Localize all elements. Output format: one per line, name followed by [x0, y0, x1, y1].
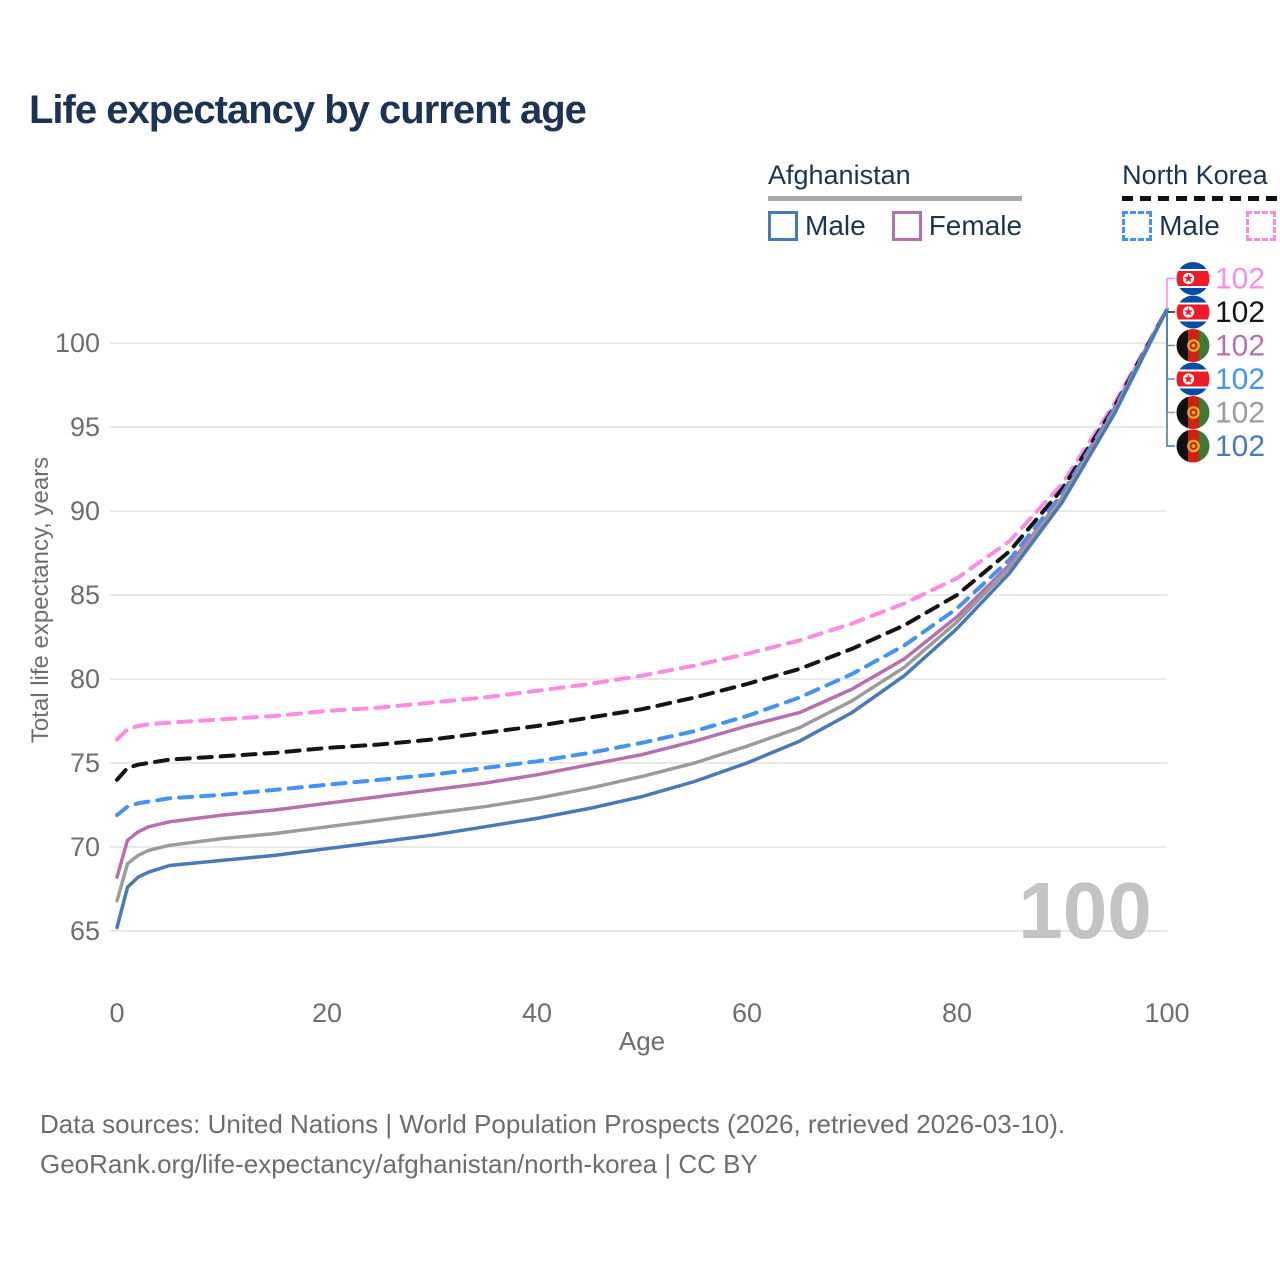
- afghanistan-male-swatch[interactable]: [768, 211, 798, 241]
- x-axis-title: Age: [619, 1026, 665, 1056]
- series-line-afghanistan-female: [115, 307, 1169, 879]
- y-tick-85: 85: [70, 580, 100, 610]
- y-tick-100: 100: [55, 328, 100, 358]
- legend-group-north-korea: North Korea Male Female: [1122, 160, 1280, 242]
- legend-group-afghanistan: Afghanistan Male Female: [768, 160, 1023, 242]
- y-axis-title: Total life expectancy, years: [27, 457, 54, 743]
- attribution-text: GeoRank.org/life-expectancy/afghanistan/…: [40, 1149, 758, 1179]
- legend-item-north-korea-male[interactable]: Male: [1122, 210, 1220, 242]
- legend-item-label: Female: [928, 210, 1023, 241]
- gridlines: [110, 342, 1167, 932]
- end-value-north-korea-male: 102: [1215, 363, 1265, 396]
- north-korea-female-swatch[interactable]: [1245, 211, 1276, 241]
- afghanistan-flag-icon: [1176, 329, 1210, 362]
- end-value-afghanistan-both-sexes: 102: [1215, 397, 1265, 430]
- x-tick-60: 60: [732, 998, 762, 1028]
- end-value-afghanistan-male: 102: [1215, 430, 1265, 463]
- end-value-afghanistan-female: 102: [1215, 330, 1265, 363]
- end-connector-north-korea-female: [1166, 277, 1175, 310]
- y-tick-65: 65: [70, 916, 100, 946]
- north-korea-flag-icon: [1176, 262, 1210, 295]
- footer: Data sources: United Nations | World Pop…: [40, 1104, 1065, 1184]
- legend-country-afghanistan: Afghanistan: [768, 160, 911, 190]
- page-title: Life expectancy by current age: [29, 88, 587, 132]
- end-connector-afghanistan-both-sexes: [1166, 309, 1175, 414]
- series-line-north-korea-female: [115, 307, 1169, 742]
- legend: Afghanistan Male Female North Korea Male…: [768, 160, 1280, 242]
- legend-item-afghanistan-male[interactable]: Male: [768, 210, 866, 242]
- afghanistan-solid-line-sample: [768, 196, 1023, 201]
- afghanistan-flag-icon: [1176, 429, 1210, 463]
- y-tick-75: 75: [70, 748, 100, 778]
- series-line-north-korea-male: [115, 307, 1169, 818]
- series-line-afghanistan-both-sexes: [115, 307, 1169, 903]
- y-tick-95: 95: [70, 412, 100, 442]
- x-tick-80: 80: [942, 998, 972, 1028]
- legend-item-label: Male: [1159, 210, 1220, 241]
- north-korea-flag-icon: [1176, 362, 1210, 396]
- end-connector-afghanistan-female: [1166, 309, 1175, 347]
- end-value-north-korea-female: 102: [1215, 263, 1265, 296]
- end-connector-north-korea-male: [1166, 309, 1175, 380]
- y-tick-70: 70: [70, 832, 100, 862]
- series-line-afghanistan-male: [115, 307, 1169, 930]
- x-tick-0: 0: [109, 998, 124, 1028]
- data-sources-text: Data sources: United Nations | World Pop…: [40, 1109, 1066, 1139]
- x-tick-100: 100: [1144, 998, 1189, 1028]
- y-tick-90: 90: [70, 496, 100, 526]
- x-tick-40: 40: [522, 998, 552, 1028]
- age-frame-watermark: 100: [1018, 866, 1151, 955]
- legend-item-afghanistan-female[interactable]: Female: [891, 210, 1023, 242]
- axis-labels: 65 70 75 80 85 90 95 100 0 20 40 60 80 100 Age Total li…: [27, 328, 1190, 1056]
- series-line-north-korea-both-sexes: [115, 307, 1169, 782]
- legend-country-north-korea: North Korea: [1122, 160, 1268, 190]
- end-connector-afghanistan-male: [1166, 309, 1175, 447]
- north-korea-dashed-line-sample: [1122, 196, 1280, 201]
- watermark-age: 100: [1018, 866, 1151, 955]
- afghanistan-flag-icon: [1176, 396, 1210, 429]
- x-tick-20: 20: [312, 998, 342, 1028]
- y-tick-80: 80: [70, 664, 100, 694]
- north-korea-male-swatch[interactable]: [1122, 211, 1153, 241]
- series-lines: [115, 307, 1169, 930]
- legend-item-label: Male: [805, 210, 866, 241]
- north-korea-flag-icon: [1176, 295, 1210, 329]
- end-value-north-korea-both-sexes: 102: [1215, 296, 1265, 329]
- afghanistan-female-swatch[interactable]: [891, 211, 922, 241]
- legend-item-north-korea-female[interactable]: Female: [1245, 210, 1280, 242]
